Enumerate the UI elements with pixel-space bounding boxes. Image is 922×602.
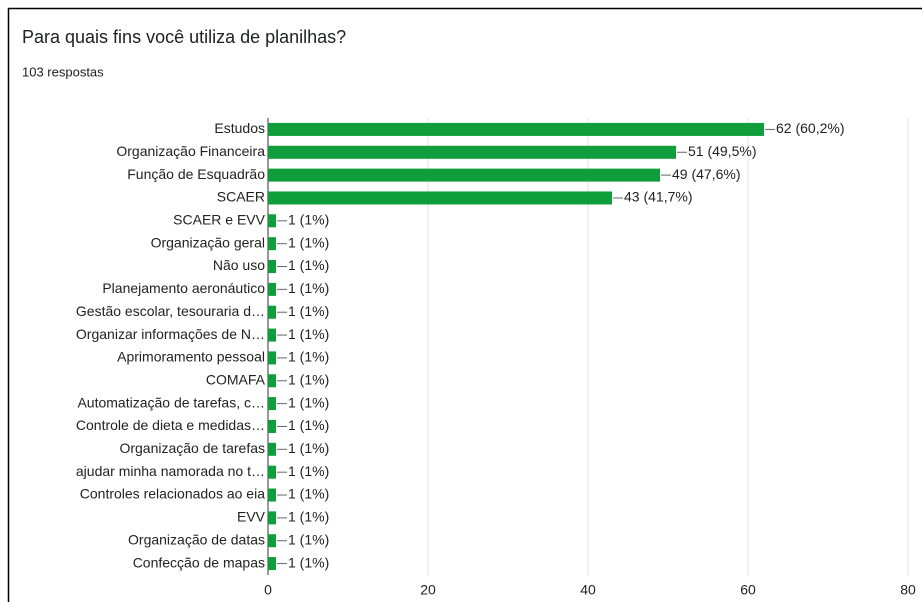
y-tick-label: Organização geral bbox=[151, 234, 265, 250]
y-tick-label: SCAER e EVV bbox=[173, 212, 265, 228]
bar bbox=[268, 145, 676, 159]
value-label: 1 (1%) bbox=[288, 257, 329, 273]
x-tick-label: 40 bbox=[580, 582, 596, 598]
value-label: 1 (1%) bbox=[288, 303, 329, 319]
y-tick-label: Confecção de mapas bbox=[133, 554, 265, 570]
bar bbox=[268, 191, 612, 205]
card bbox=[7, 7, 922, 602]
y-tick-label: SCAER bbox=[217, 189, 265, 205]
y-tick-label: Organizar informações de N… bbox=[76, 326, 265, 342]
y-tick-label: Controle de dieta e medidas… bbox=[76, 417, 265, 433]
value-label: 1 (1%) bbox=[288, 463, 329, 479]
value-label: 1 (1%) bbox=[288, 486, 329, 502]
bar bbox=[268, 351, 276, 365]
value-label: 1 (1%) bbox=[288, 326, 329, 342]
value-label: 1 (1%) bbox=[288, 417, 329, 433]
y-tick-label: Aprimoramento pessoal bbox=[117, 349, 265, 365]
bar bbox=[268, 214, 276, 228]
y-tick-label: Organização Financeira bbox=[116, 143, 265, 159]
value-label: 1 (1%) bbox=[288, 234, 329, 250]
value-label: 1 (1%) bbox=[288, 394, 329, 410]
chart-subtitle: 103 respostas bbox=[22, 64, 104, 79]
value-label: 1 (1%) bbox=[288, 531, 329, 547]
y-tick-label: Organização de tarefas bbox=[119, 440, 265, 456]
value-label: 1 (1%) bbox=[288, 509, 329, 525]
x-tick-label: 60 bbox=[740, 582, 756, 598]
bar bbox=[268, 122, 764, 136]
bar bbox=[268, 442, 276, 456]
value-label: 49 (47,6%) bbox=[672, 166, 740, 182]
y-tick-label: Controles relacionados ao eia bbox=[80, 486, 265, 502]
y-tick-label: ajudar minha namorada no t… bbox=[76, 463, 265, 479]
bar bbox=[268, 397, 276, 411]
bar bbox=[268, 534, 276, 548]
y-tick-label: Automatização de tarefas, c… bbox=[77, 394, 265, 410]
value-label: 43 (41,7%) bbox=[624, 189, 692, 205]
y-tick-label: Organização de datas bbox=[128, 531, 265, 547]
bar bbox=[268, 328, 276, 342]
y-tick-label: Estudos bbox=[214, 120, 265, 136]
bar bbox=[268, 282, 276, 296]
value-label: 1 (1%) bbox=[288, 554, 329, 570]
y-tick-label: Não uso bbox=[213, 257, 265, 273]
bar bbox=[268, 374, 276, 388]
y-tick-label: EVV bbox=[237, 509, 266, 525]
value-label: 1 (1%) bbox=[288, 349, 329, 365]
bar bbox=[268, 419, 276, 433]
x-tick-label: 80 bbox=[900, 582, 916, 598]
chart-title: Para quais fins você utiliza de planilha… bbox=[22, 27, 346, 47]
y-tick-label: COMAFA bbox=[206, 371, 266, 387]
x-tick-label: 20 bbox=[420, 582, 436, 598]
bar bbox=[268, 305, 276, 319]
bar bbox=[268, 488, 276, 502]
value-label: 1 (1%) bbox=[288, 280, 329, 296]
x-tick-label: 0 bbox=[264, 582, 272, 598]
value-label: 1 (1%) bbox=[288, 371, 329, 387]
value-label: 51 (49,5%) bbox=[688, 143, 756, 159]
bar bbox=[268, 168, 660, 182]
value-label: 1 (1%) bbox=[288, 212, 329, 228]
bar bbox=[268, 511, 276, 525]
value-label: 1 (1%) bbox=[288, 440, 329, 456]
y-tick-label: Gestão escolar, tesouraria d… bbox=[76, 303, 265, 319]
y-tick-label: Função de Esquadrão bbox=[127, 166, 265, 182]
y-tick-label: Planejamento aeronáutico bbox=[102, 280, 265, 296]
value-label: 62 (60,2%) bbox=[776, 120, 844, 136]
bar bbox=[268, 557, 276, 571]
bar bbox=[268, 260, 276, 274]
bar bbox=[268, 465, 276, 479]
bar bbox=[268, 237, 276, 251]
